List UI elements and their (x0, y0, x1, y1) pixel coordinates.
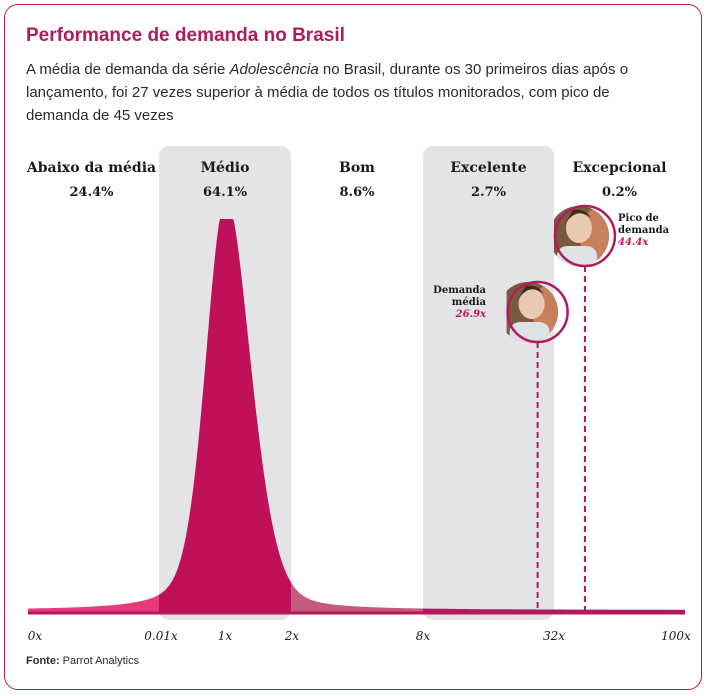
marker-value: 44.4x (618, 237, 649, 248)
source-label: Fonte: (26, 655, 60, 667)
chart-subtitle: A média de demanda da série Adolescência… (26, 58, 676, 127)
x-tick-labels: 0x 0.01x 1x 2x 8x 32x 100x (28, 629, 691, 643)
subtitle-text-end: no Brasil, durante os 30 primeiros dias … (26, 61, 629, 124)
distribution-areas (28, 219, 685, 612)
marker-value: 26.9x (455, 309, 487, 320)
category-name-excelente: Excelente (450, 160, 526, 176)
category-share-abaixo-da-media: 24.4% (69, 185, 114, 200)
category-labels: Abaixo da média 24.4% Médio 64.1% Bom 8.6% Exc… (26, 160, 667, 200)
x-tick-label: 1x (218, 629, 233, 643)
category-name-medio: Médio (201, 160, 250, 176)
x-tick-label: 2x (284, 629, 300, 643)
marker-label: Pico de (618, 213, 659, 224)
category-name-bom: Bom (339, 160, 375, 176)
area-excelente (423, 608, 554, 612)
x-tick-label: 32x (543, 629, 565, 643)
marker-label: média (452, 297, 487, 308)
category-share-medio: 64.1% (203, 185, 248, 200)
area-bom (291, 582, 423, 612)
subtitle-series-name: Adolescência (229, 61, 319, 78)
marker-ring (553, 204, 617, 268)
x-tick-label: 0.01x (144, 629, 178, 643)
chart-title: Performance de demanda no Brasil (26, 25, 345, 46)
area-abaixo-da-media (28, 594, 159, 612)
x-tick-label: 0x (28, 629, 43, 643)
band-excelente (423, 146, 554, 620)
source-note: Fonte: Parrot Analytics (26, 655, 139, 667)
area-medio (159, 219, 291, 612)
x-tick-label: 8x (416, 629, 431, 643)
category-share-excelente: 2.7% (471, 185, 507, 200)
marker-label: demanda (618, 225, 670, 236)
x-tick-label: 100x (661, 629, 691, 643)
area-excepcional (554, 609, 685, 612)
category-name-abaixo-da-media: Abaixo da média (26, 160, 156, 176)
source-text: Parrot Analytics (62, 655, 140, 667)
category-share-excepcional: 0.2% (602, 185, 638, 200)
subtitle-text-start: A média de demanda da série (26, 61, 230, 78)
marker-label: Demanda (433, 285, 486, 296)
category-name-excepcional: Excepcional (573, 160, 667, 176)
category-share-bom: 8.6% (340, 185, 376, 200)
marker-ring (506, 280, 569, 344)
